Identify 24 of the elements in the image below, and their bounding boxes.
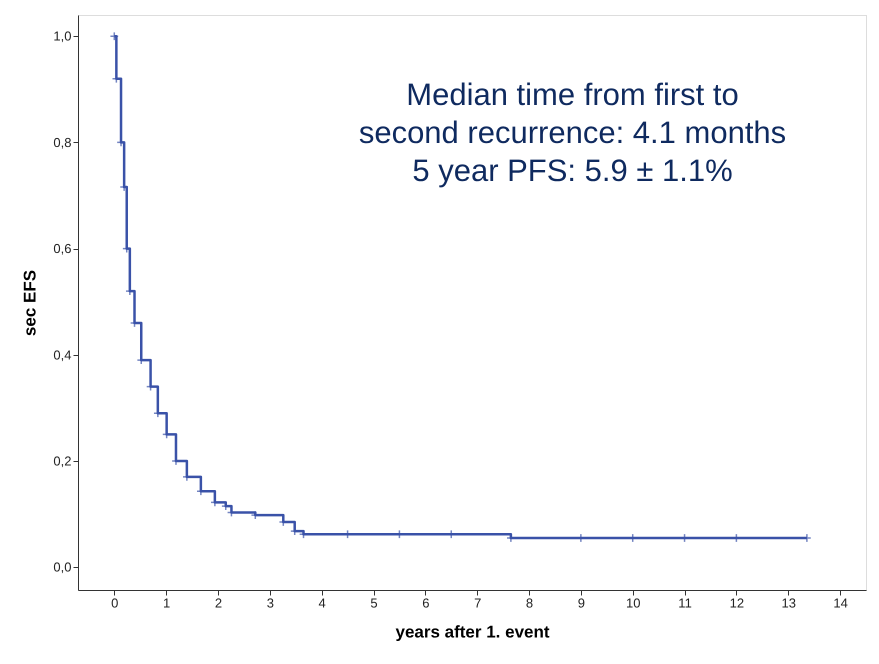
y-tick-label: 0,8 <box>53 134 72 150</box>
y-tick-label: 0,2 <box>53 453 72 468</box>
x-tick-label: 12 <box>730 596 744 610</box>
x-tick-label: 13 <box>782 596 796 610</box>
y-tick-label: 0,0 <box>53 560 72 575</box>
x-tick-label: 11 <box>678 596 692 610</box>
y-tick-label: 0,6 <box>53 241 72 256</box>
y-tick-label: 1,0 <box>53 28 72 44</box>
y-axis-title: sec EFS <box>20 270 40 336</box>
x-tick-label: 0 <box>111 596 118 610</box>
x-tick-label: 14 <box>833 596 848 610</box>
x-tick-label: 10 <box>626 596 640 610</box>
x-tick-label: 5 <box>370 596 378 610</box>
x-tick-label: 1 <box>163 596 170 610</box>
x-tick-label: 4 <box>318 596 326 610</box>
x-tick-label: 2 <box>214 596 222 610</box>
x-axis-title: years after 1. event <box>395 622 550 642</box>
annotation: Median time from first to second recurrence: 4.1 months 5 year PFS: 5.9 ± 1.1% <box>358 77 786 188</box>
x-tick-label: 6 <box>422 596 430 610</box>
y-tick-label: 0,4 <box>53 347 72 362</box>
x-tick-label: 7 <box>474 596 482 610</box>
x-tick-label: 9 <box>578 596 585 610</box>
x-tick-label: 8 <box>526 596 534 610</box>
x-tick-label: 3 <box>266 596 274 610</box>
